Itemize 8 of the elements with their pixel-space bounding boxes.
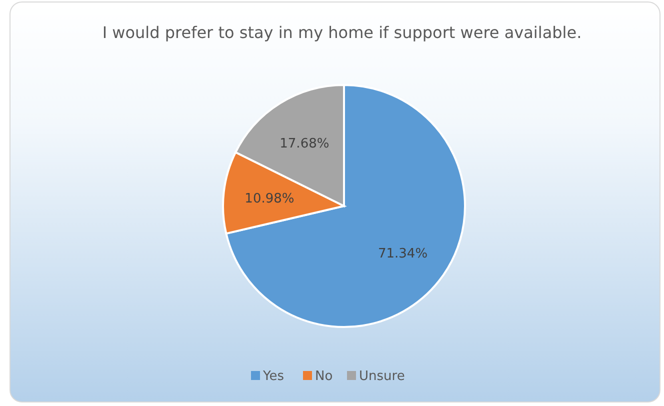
- data-label: 71.34%: [378, 246, 428, 262]
- chart-title: I would prefer to stay in my home if support were available.: [102, 23, 582, 42]
- data-label: 10.98%: [244, 191, 294, 206]
- legend-label: No: [315, 369, 333, 384]
- slice-label: Yes: [262, 369, 284, 384]
- pie-slice: [225, 84, 466, 328]
- legend-label: Unsure: [359, 369, 405, 384]
- data-label: 17.68%: [280, 136, 330, 152]
